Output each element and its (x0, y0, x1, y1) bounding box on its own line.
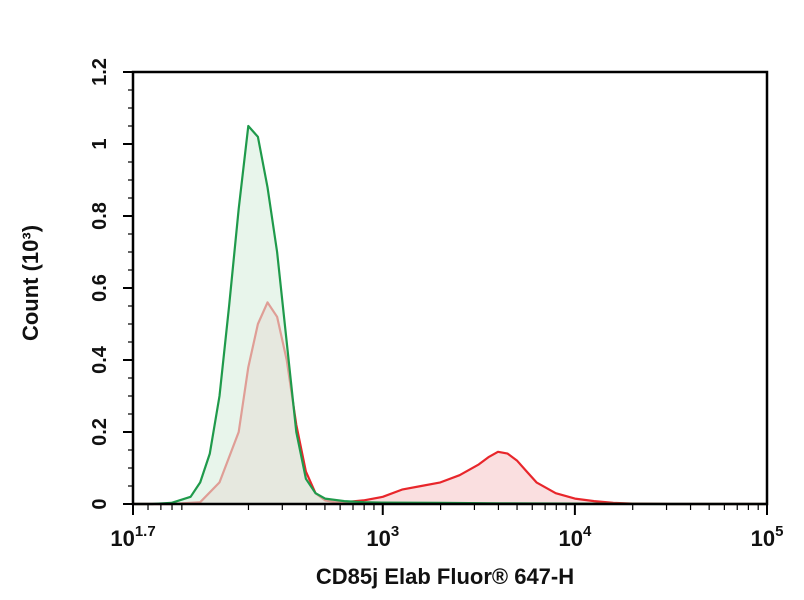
series-2-area (133, 126, 767, 504)
y-tick-label: 0.2 (89, 418, 111, 446)
y-axis-title: Count (10³) (18, 225, 43, 341)
y-tick-label: 0.6 (89, 274, 111, 302)
y-tick-label: 0.4 (89, 345, 111, 374)
series-layer (133, 124, 767, 506)
y-tick-label: 0.8 (89, 202, 111, 230)
y-tick-label: 0 (89, 498, 111, 509)
x-axis-title: CD85j Elab Fluor® 647-H (316, 564, 574, 589)
y-tick-label: 1.2 (89, 58, 111, 86)
x-tick-label: 104 (558, 523, 591, 551)
ticks-layer: 0 0.2 0.4 0.6 0.8 1 1.2 101.7 103 104 105 (89, 58, 783, 551)
x-tick-label: 105 (751, 523, 784, 551)
x-tick-label: 103 (366, 523, 399, 551)
x-tick-label: 101.7 (110, 523, 155, 551)
y-tick-label: 1 (89, 138, 111, 149)
